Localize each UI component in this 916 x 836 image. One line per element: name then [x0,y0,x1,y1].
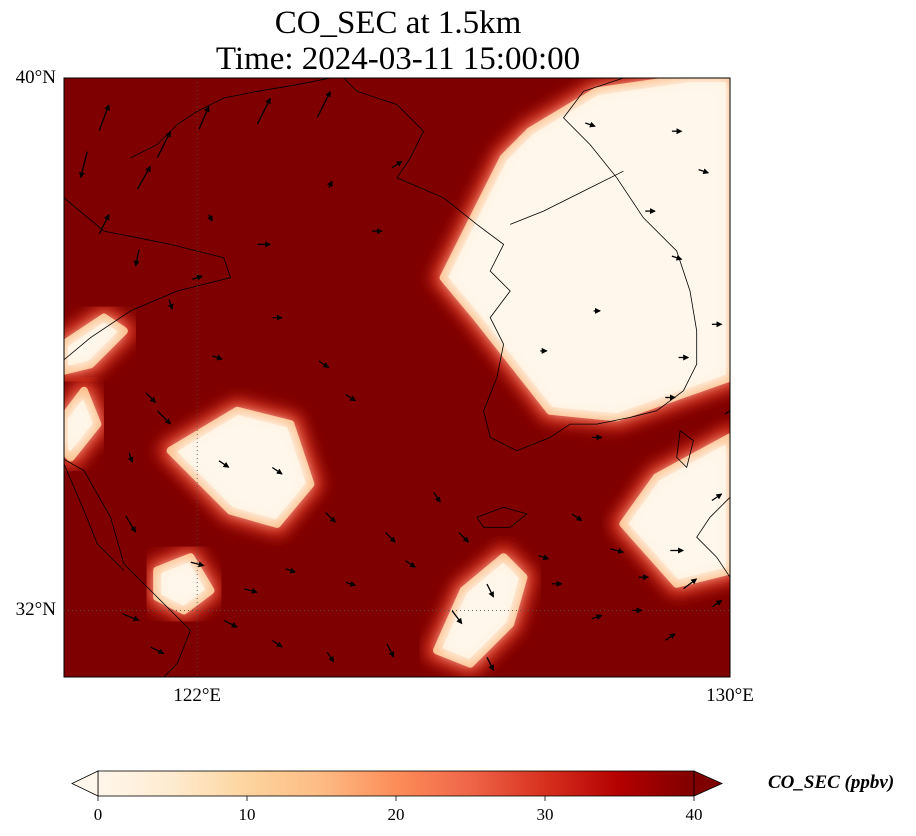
wind-arrow [458,531,470,543]
korean-peninsula-low-co-core [443,78,730,418]
coastlines [64,78,730,677]
map-title-line2: Time: 2024-03-11 15:00:00 [215,41,581,77]
wind-arrow [585,121,596,128]
wind-arrow [316,90,331,118]
wind-arrow [327,180,333,188]
map-frame [63,77,731,678]
colorbar-tick-label: 20 [387,805,405,824]
lon-tick-label: 130°E [706,685,754,706]
yellow-sea-low-co-patch-core [170,410,311,524]
wind-arrow [271,466,283,475]
wind-arrow [486,657,494,671]
colorbar-tick-label: 30 [536,805,554,824]
korea-east-coast [562,78,698,391]
wind-arrow [136,165,151,190]
colorbar-title: CO_SEC (ppbv) [768,772,895,793]
wind-arrow [223,620,238,628]
wind-arrow [345,580,357,587]
lat-tick-label: 32°N [15,599,56,621]
wind-arrow [325,512,336,523]
colorbar-ticks [97,796,695,801]
wind-arrow [433,492,441,503]
map-panel [63,77,731,678]
wind-arrow [591,614,603,620]
china-east-coast [64,197,232,677]
province-boundary [64,463,125,571]
wind-arrow [190,561,205,568]
wind-arrow [486,583,494,598]
wind-arrow [127,452,134,464]
west-edge-low-co-patch-core [64,390,98,458]
wind-arrow [243,587,258,594]
wind-arrow [218,460,230,468]
wind-arrow [79,151,88,179]
lon-tick-label: 122°E [173,685,222,706]
wind-arrow [711,600,723,608]
colorbar-bar [97,770,695,797]
co-field-low-regions [64,78,730,677]
wind-arrow [271,639,283,648]
wind-arrow [133,249,140,267]
wind-arrow [167,299,174,311]
korea-west-south-coast [343,78,684,452]
gridlines [64,78,730,677]
lat-tick-label: 40°N [15,67,56,88]
wind-arrow [157,410,172,425]
wind-arrow [724,407,730,415]
kyushu-coast [696,497,730,578]
wind-arrow [571,513,583,522]
wind-arrow [711,493,723,502]
wind-arrow [145,392,157,404]
liaodong-coast [130,78,331,159]
wind-arrow [386,643,395,658]
colorbar-tick-label: 10 [238,805,256,824]
dmz-lines [510,170,624,225]
colorbar-extend-high [693,770,723,797]
wind-arrow [538,554,550,561]
wind-arrow [192,274,203,281]
jeju-island [476,506,528,528]
wind-arrow [125,515,136,533]
map-title-line1: CO_SEC at 1.5km [274,5,522,41]
wind-arrow [150,646,165,655]
wind-arrow [207,214,213,222]
wind-arrow [671,254,683,261]
colorbar-tick-label: 40 [685,805,703,824]
wind-arrow [98,213,110,235]
wind-arrow [664,633,676,641]
colorbar-tick-label: 0 [93,805,103,824]
east-sea-low-co-core [623,437,730,584]
wind-arrow [98,104,110,131]
wind-arrow [405,560,416,568]
wind-arrow [285,567,297,574]
wind-arrow [345,393,357,402]
wind-arrow [385,531,396,543]
northwest-low-co-patch-core [64,317,124,371]
colorbar-extend-low [71,770,99,797]
wind-arrow [318,360,330,368]
wind-arrow [698,168,710,175]
wind-arrow [122,613,140,622]
wind-arrow [451,610,463,625]
wind-vectors [79,90,730,671]
wind-arrow [326,651,335,663]
colorbar [71,770,723,801]
wind-arrow [198,105,210,130]
wind-arrow [256,97,271,125]
wind-arrow [391,160,403,169]
wind-arrow [683,578,698,590]
wind-arrow [610,547,625,554]
wind-arrow [212,354,223,361]
wind-arrow [156,130,171,158]
tsushima-island [676,430,694,469]
